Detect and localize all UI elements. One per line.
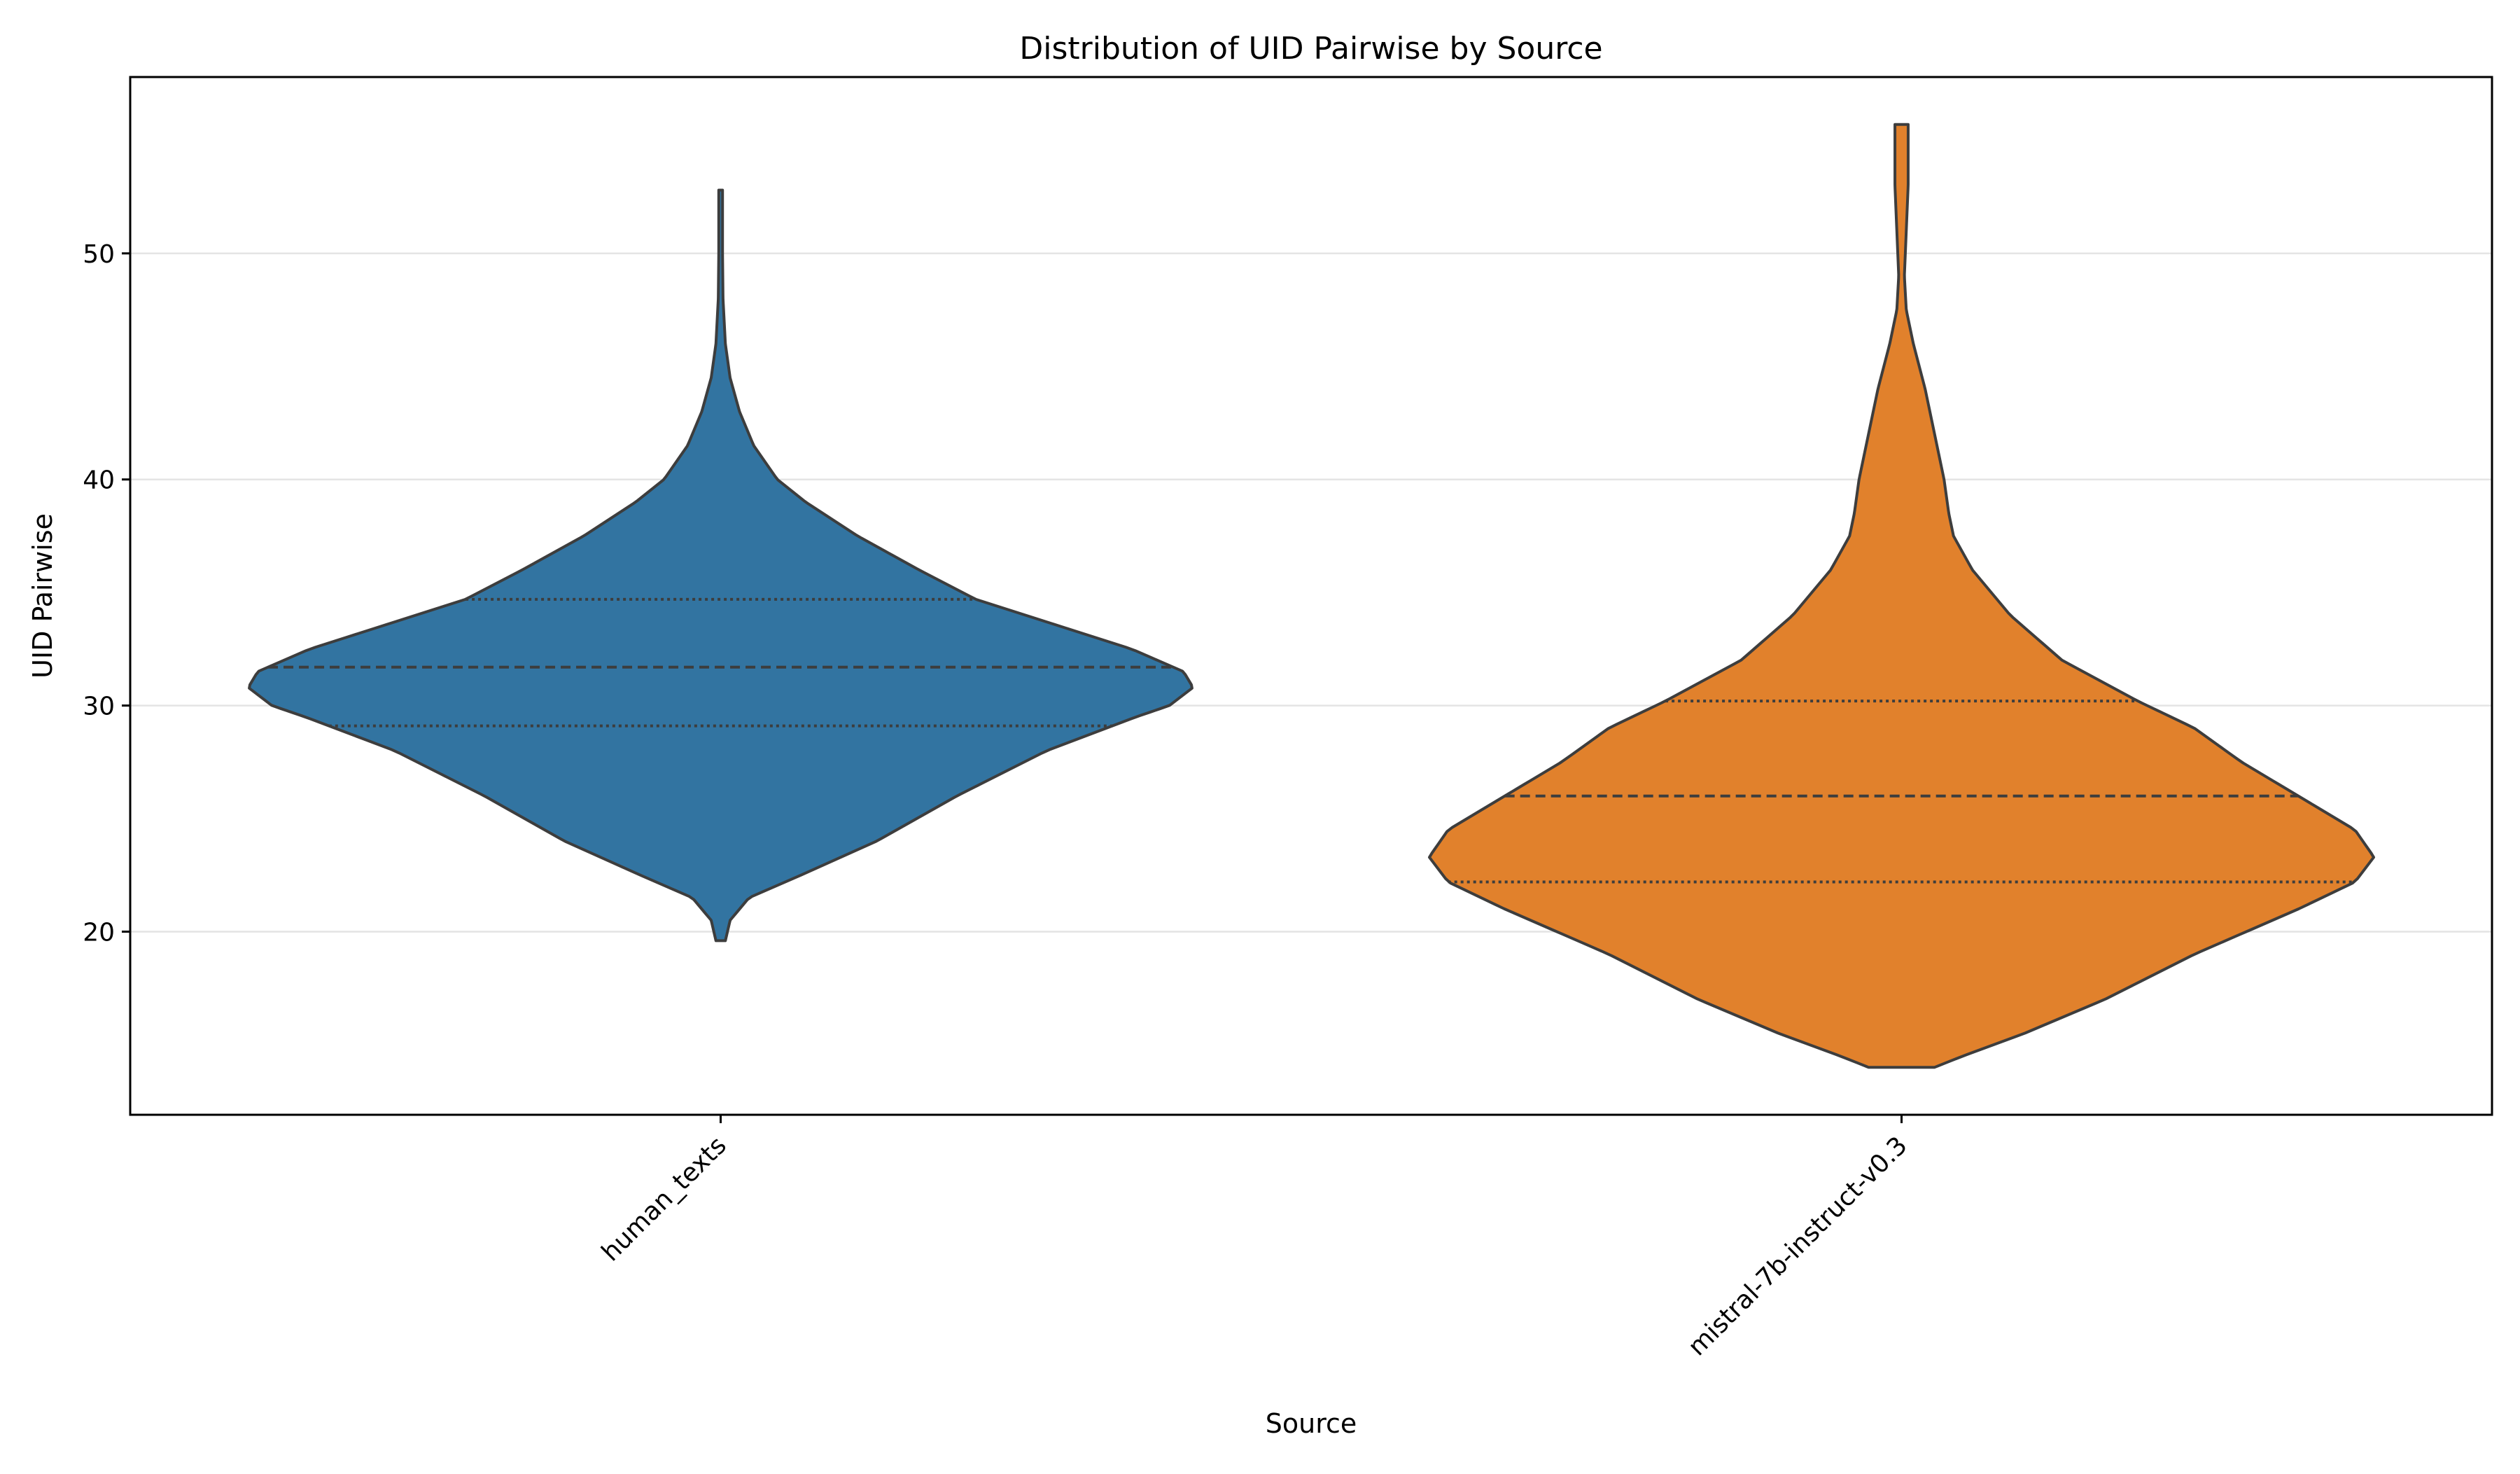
plot-frame bbox=[129, 76, 2493, 1116]
violins bbox=[248, 123, 2375, 1069]
x-tick-label: mistral-7b-instruct-v0.3 bbox=[1683, 1131, 1913, 1361]
violin-mistral-7b-instruct-v0.3 bbox=[1428, 123, 2375, 1069]
y-axis-ticks: 20 30 40 50 bbox=[83, 240, 130, 947]
x-axis-ticks: human_texts mistral-7b-instruct-v0.3 bbox=[596, 1115, 1913, 1361]
violin-human_texts bbox=[248, 188, 1194, 943]
y-tick-label: 30 bbox=[83, 693, 115, 721]
y-tick-label: 40 bbox=[83, 466, 115, 495]
x-axis-label: Source bbox=[1266, 1408, 1357, 1439]
chart-title: Distribution of UID Pairwise by Source bbox=[1019, 31, 1602, 67]
y-tick-label: 20 bbox=[83, 918, 115, 947]
y-axis-label: UID Pairwise bbox=[27, 513, 58, 679]
y-tick-label: 50 bbox=[83, 240, 115, 269]
x-tick-label: human_texts bbox=[596, 1131, 732, 1267]
